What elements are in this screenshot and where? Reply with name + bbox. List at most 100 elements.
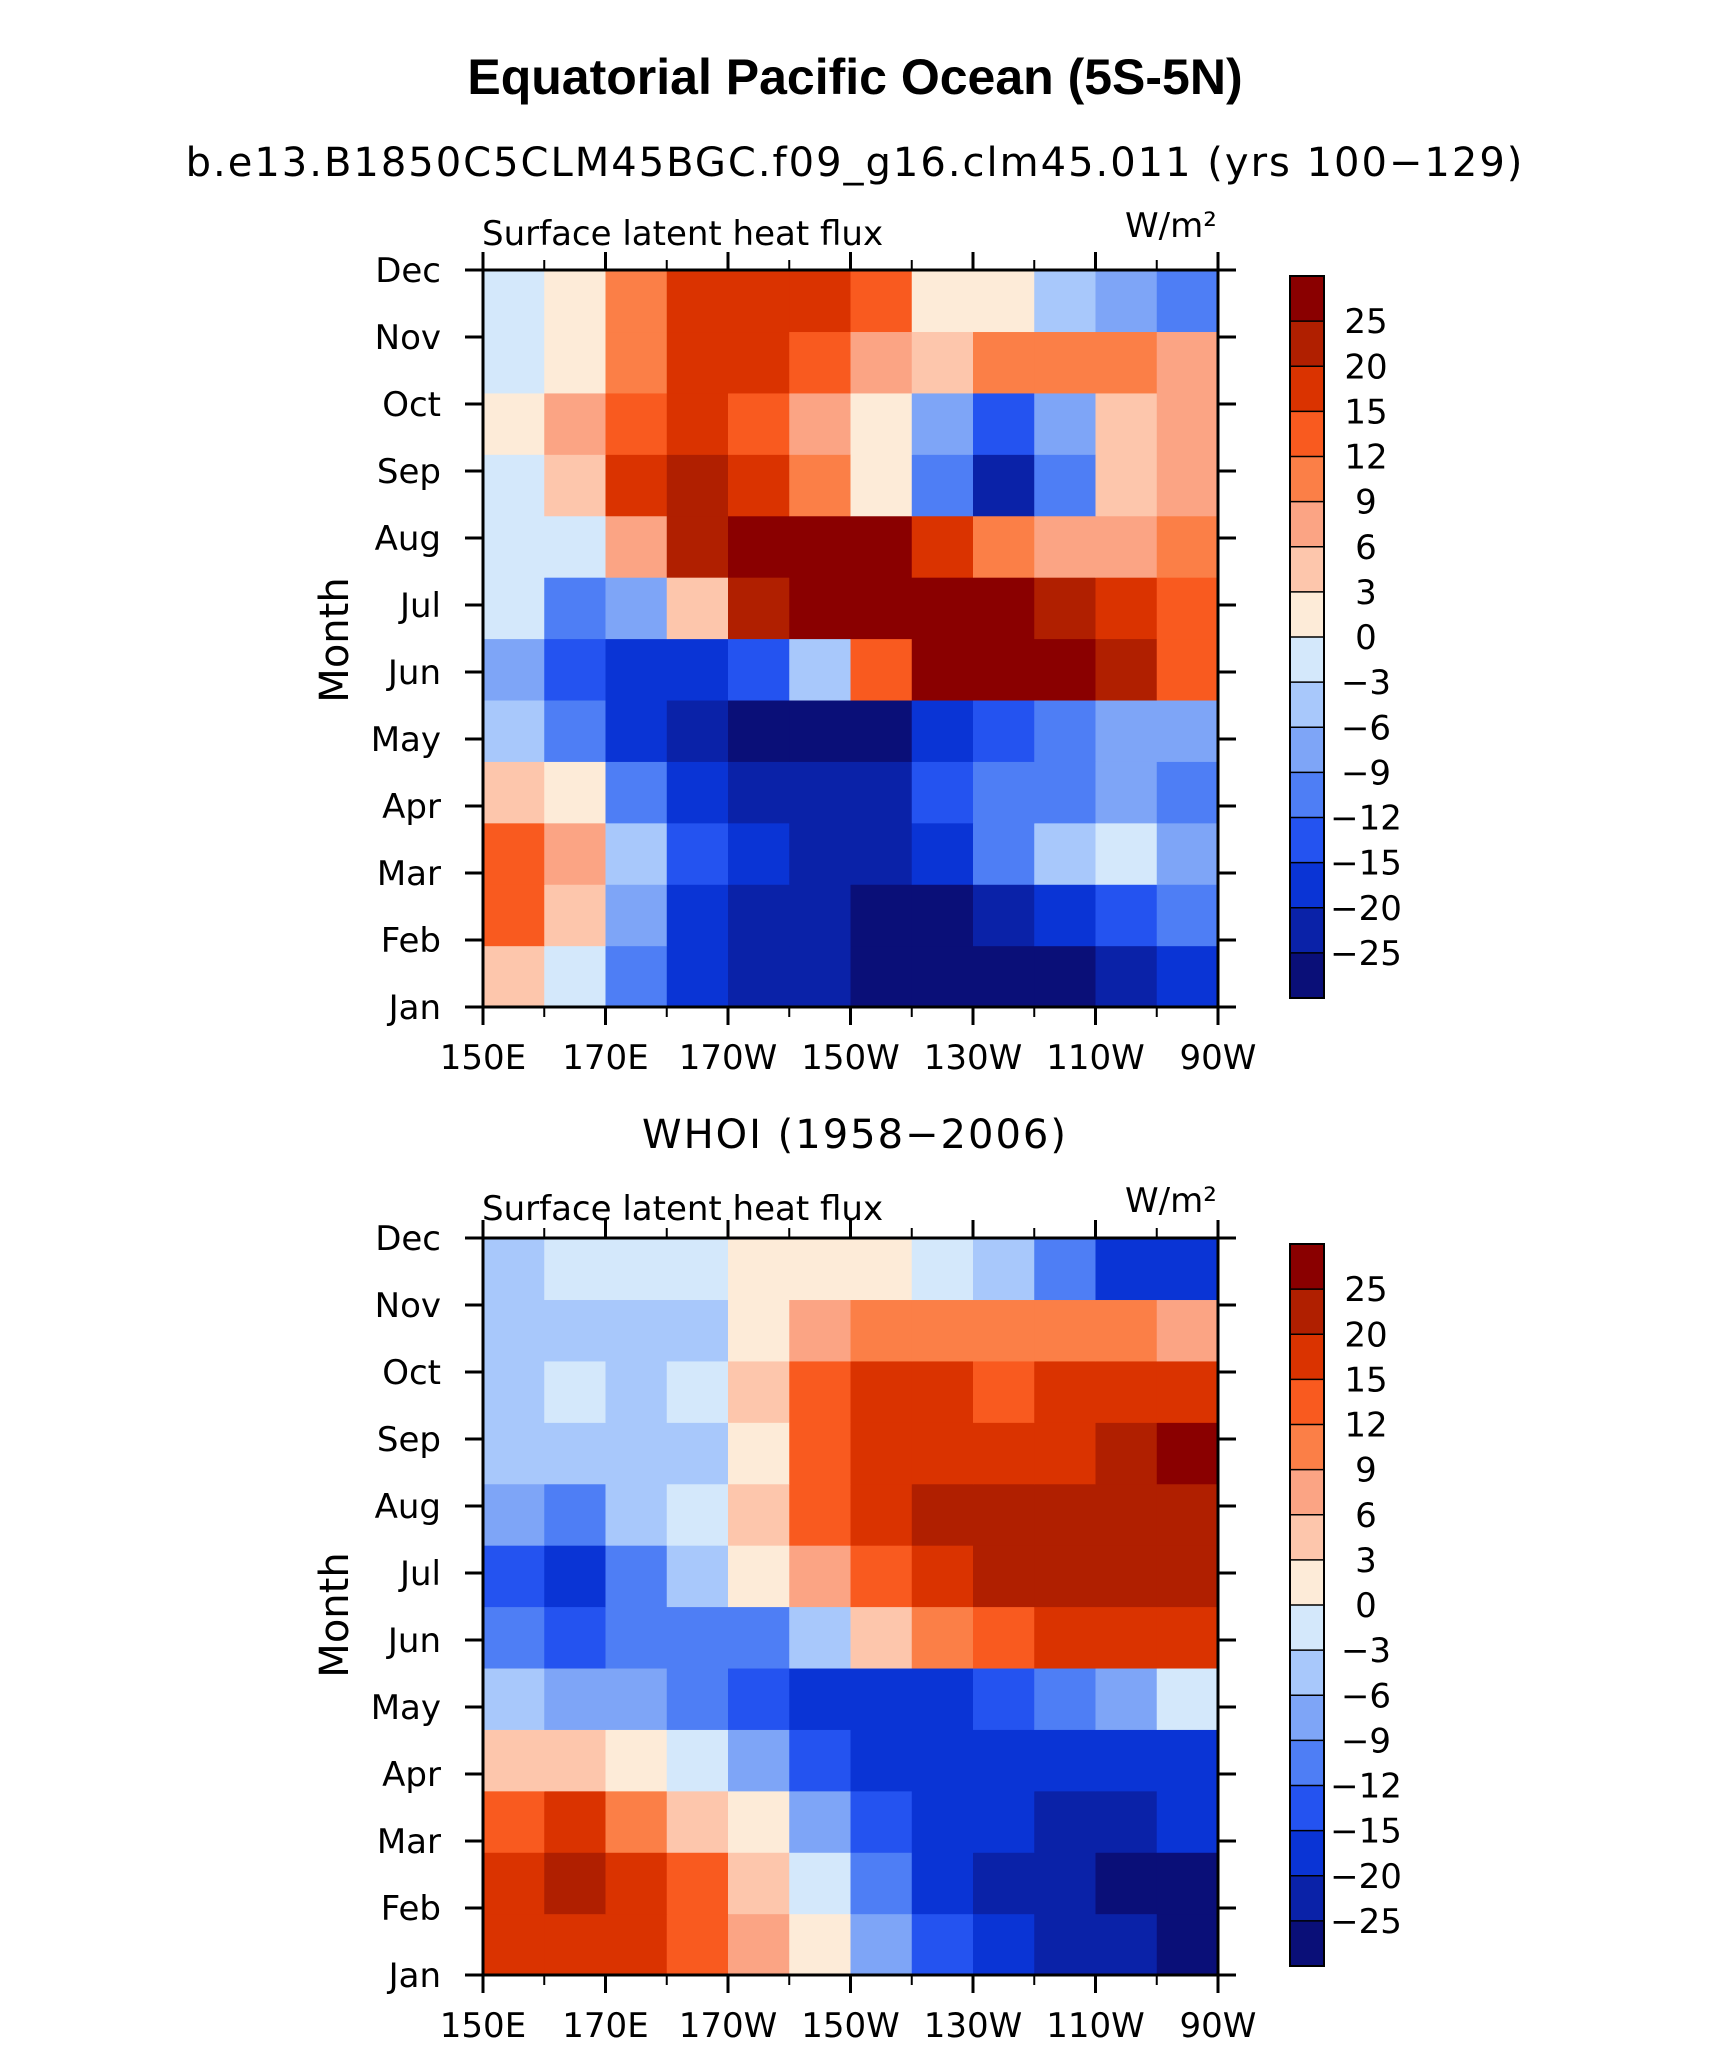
- x-tick-label: 150E: [440, 2006, 526, 2046]
- colorbar-label: −25: [1330, 1902, 1402, 1942]
- heatmap-cell: [1034, 392, 1097, 455]
- heatmap-cells: [483, 270, 1219, 1008]
- heatmap-cell: [544, 392, 607, 455]
- colorbar-label: −20: [1330, 1857, 1402, 1897]
- heatmap-cell: [1095, 515, 1158, 578]
- heatmap-cell: [1156, 1606, 1219, 1669]
- heatmap-cell: [544, 270, 607, 333]
- page-title: Equatorial Pacific Ocean (5S-5N): [467, 49, 1243, 105]
- heatmap-cell: [1156, 331, 1219, 394]
- heatmap-cell: [911, 1913, 974, 1976]
- heatmap-cell: [728, 822, 790, 885]
- heatmap-cell: [789, 1238, 852, 1301]
- heatmap-cell: [728, 761, 790, 824]
- colorbar-swatch: [1290, 1334, 1324, 1380]
- y-tick-label: Mar: [377, 854, 441, 894]
- y-tick-label: Feb: [381, 1889, 441, 1929]
- heatmap-cell: [728, 1606, 790, 1669]
- heatmap-cell: [728, 945, 790, 1008]
- colorbar-swatch: [1290, 1424, 1324, 1471]
- heatmap-cell: [483, 1729, 545, 1792]
- heatmap-cell: [544, 1667, 607, 1730]
- heatmap-cells: [483, 1238, 1219, 1976]
- heatmap-cell: [1156, 699, 1219, 762]
- heatmap-cell: [666, 270, 729, 333]
- heatmap-cell: [850, 1360, 913, 1423]
- heatmap-cell: [728, 1913, 790, 1976]
- heatmap-cell: [789, 884, 852, 947]
- heatmap-cell: [1156, 1422, 1219, 1485]
- heatmap-cell: [1156, 1360, 1219, 1423]
- y-tick-label: May: [371, 1688, 441, 1728]
- heatmap-cell: [1156, 1299, 1219, 1362]
- heatmap-cell: [850, 822, 913, 885]
- heatmap-cell: [666, 1238, 729, 1301]
- heatmap-cell: [605, 1729, 668, 1792]
- heatmap-cell: [1034, 638, 1097, 701]
- x-tick-label: 110W: [1046, 2006, 1145, 2046]
- y-axis-label: Month: [312, 1552, 358, 1677]
- colorbar-swatch: [1290, 727, 1324, 773]
- heatmap-cell: [605, 331, 668, 394]
- colorbar-label: −6: [1341, 1676, 1391, 1716]
- heatmap-cell: [1095, 1667, 1158, 1730]
- heatmap-cell: [1034, 1790, 1097, 1853]
- heatmap-cell: [789, 1852, 852, 1915]
- heatmap-cell: [605, 392, 668, 455]
- variable-label: Surface latent heat flux: [482, 214, 883, 254]
- heatmap-cell: [544, 331, 607, 394]
- heatmap-cell: [544, 822, 607, 885]
- heatmap-cell: [911, 1545, 974, 1608]
- heatmap-cell: [973, 1299, 1035, 1362]
- heatmap-cell: [850, 1729, 913, 1792]
- colorbar-swatch: [1290, 1289, 1324, 1335]
- heatmap-cell: [789, 454, 852, 517]
- heatmap-cell: [789, 1360, 852, 1423]
- heatmap-cell: [1034, 577, 1097, 640]
- heatmap-cell: [1156, 270, 1219, 333]
- heatmap-panel-model: Surface latent heat flux W/m² Month Jan F…: [312, 206, 1256, 1078]
- heatmap-cell: [728, 1729, 790, 1792]
- heatmap-cell: [789, 822, 852, 885]
- heatmap-cell: [911, 1299, 974, 1362]
- heatmap-cell: [666, 1360, 729, 1423]
- heatmap-cell: [666, 1545, 729, 1608]
- heatmap-cell: [911, 1667, 974, 1730]
- heatmap-cell: [789, 577, 852, 640]
- heatmap-cell: [666, 1729, 729, 1792]
- colorbar-swatch: [1290, 862, 1324, 909]
- colorbar-label: −3: [1341, 663, 1391, 703]
- heatmap-cell: [1156, 1238, 1219, 1301]
- heatmap-cell: [483, 1422, 545, 1485]
- heatmap-cell: [1034, 454, 1097, 517]
- heatmap-cell: [850, 1299, 913, 1362]
- heatmap-cell: [1156, 638, 1219, 701]
- heatmap-cell: [1034, 331, 1097, 394]
- heatmap-cell: [911, 331, 974, 394]
- heatmap-cell: [1034, 1852, 1097, 1915]
- panel-title: WHOI (1958−2006): [642, 1112, 1068, 1158]
- heatmap-cell: [728, 515, 790, 578]
- colorbar-label: 6: [1355, 528, 1377, 568]
- heatmap-cell: [973, 331, 1035, 394]
- heatmap-cell: [1034, 1238, 1097, 1301]
- y-tick-label: Oct: [382, 385, 441, 425]
- y-tick-label: Jan: [387, 988, 441, 1028]
- colorbar-label: −3: [1341, 1631, 1391, 1671]
- heatmap-cell: [789, 515, 852, 578]
- heatmap-cell: [605, 454, 668, 517]
- heatmap-cell: [544, 1299, 607, 1362]
- colorbar-label: 20: [1344, 1315, 1387, 1355]
- heatmap-cell: [605, 1852, 668, 1915]
- heatmap-cell: [973, 1667, 1035, 1730]
- heatmap-cell: [728, 1360, 790, 1423]
- heatmap-cell: [483, 761, 545, 824]
- colorbar-label: −15: [1330, 844, 1402, 884]
- colorbar-swatch: [1290, 591, 1324, 638]
- heatmap-cell: [973, 1238, 1035, 1301]
- heatmap-cell: [544, 1913, 607, 1976]
- heatmap-cell: [911, 270, 974, 333]
- heatmap-cell: [789, 1667, 852, 1730]
- heatmap-cell: [483, 1913, 545, 1976]
- heatmap-cell: [544, 699, 607, 762]
